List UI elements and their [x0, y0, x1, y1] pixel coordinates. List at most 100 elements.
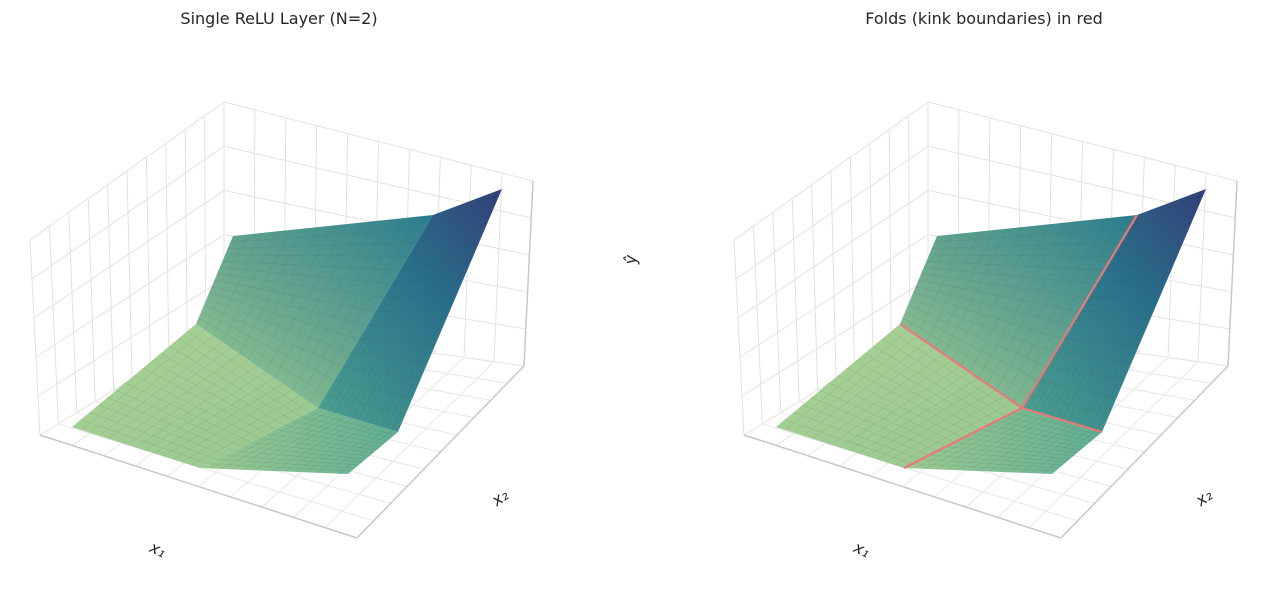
- mesh-line: [230, 229, 291, 349]
- mesh-line: [1027, 213, 1143, 410]
- mesh-line: [784, 419, 913, 464]
- mesh-line: [1079, 310, 1155, 312]
- mesh-line: [867, 383, 988, 457]
- mesh-line: [929, 254, 1113, 257]
- mesh-line: [784, 329, 909, 431]
- mesh-line: [267, 433, 377, 451]
- mesh-line: [917, 232, 966, 337]
- mesh-line: [256, 225, 334, 367]
- mesh-line: [227, 242, 417, 249]
- mesh-line: [1013, 216, 1123, 403]
- mesh-line: [295, 423, 370, 473]
- mesh-line: [937, 450, 1067, 463]
- grid-line: [324, 361, 495, 529]
- mesh-line: [250, 442, 370, 457]
- fold-line: [1021, 214, 1138, 409]
- grid-line: [204, 115, 207, 335]
- mesh-line: [350, 352, 428, 363]
- grid-line: [68, 212, 78, 413]
- mesh-line: [357, 201, 468, 421]
- mesh-line: [820, 389, 947, 447]
- grid-line: [741, 278, 929, 397]
- fold-line: [903, 407, 1023, 469]
- mesh-line: [374, 196, 483, 426]
- mesh-line: [1013, 412, 1099, 436]
- mesh-line: [258, 437, 374, 454]
- mesh-line: [902, 317, 1031, 395]
- mesh-line: [1005, 416, 1095, 439]
- mesh-line: [837, 375, 964, 439]
- mesh-line: [978, 222, 1066, 379]
- mesh-line: [929, 454, 1063, 466]
- mesh-line: [908, 234, 952, 331]
- mesh-line: [962, 437, 1078, 454]
- mesh-line: [803, 341, 927, 436]
- mesh-line: [996, 420, 1092, 442]
- grid-line: [737, 189, 929, 319]
- grid-line: [1028, 361, 1199, 529]
- mesh-line: [316, 426, 382, 473]
- mesh-line: [971, 433, 1081, 451]
- grid-line: [733, 101, 929, 241]
- grid-line: [223, 101, 534, 182]
- mesh-line: [369, 198, 478, 424]
- mesh-line: [1063, 338, 1140, 346]
- x2-axis-line: [356, 365, 525, 539]
- mesh-line: [90, 335, 214, 434]
- mesh-line: [263, 418, 353, 471]
- mesh-line: [1061, 201, 1172, 421]
- mesh-line: [231, 412, 336, 470]
- mesh-line: [912, 463, 1056, 472]
- mesh-line: [99, 341, 223, 436]
- mesh-line: [163, 383, 284, 457]
- grid-line: [165, 143, 170, 357]
- mesh-line: [1078, 196, 1187, 426]
- mesh-line: [117, 353, 240, 442]
- grid-line: [126, 170, 133, 380]
- mesh-line: [107, 397, 234, 452]
- grid-line: [849, 157, 855, 368]
- mesh-line: [1038, 380, 1117, 398]
- mesh-line: [1054, 352, 1132, 363]
- fold-line: [899, 323, 1023, 409]
- mesh-line: [216, 459, 356, 469]
- grid-line: [739, 234, 929, 358]
- grid-line: [888, 129, 892, 346]
- mesh-line: [986, 220, 1081, 385]
- z-axis-line: [1227, 180, 1238, 367]
- mesh-line: [885, 395, 1005, 463]
- mesh-line: [160, 353, 285, 426]
- mesh-line: [988, 424, 1088, 445]
- grid-line: [869, 143, 874, 357]
- z-axis-line: [523, 180, 534, 367]
- mesh-line: [380, 194, 488, 427]
- mesh-line: [116, 389, 243, 447]
- mesh-line: [391, 275, 465, 285]
- grid-line: [87, 198, 96, 402]
- mesh-line: [829, 382, 955, 443]
- mesh-line: [386, 192, 493, 429]
- mesh-line: [284, 424, 384, 445]
- mesh-line: [221, 231, 277, 343]
- mesh-line: [326, 428, 387, 474]
- mesh-line: [793, 412, 921, 460]
- mesh-line: [383, 292, 458, 298]
- mesh-line: [934, 228, 1129, 243]
- mesh-line: [913, 292, 1064, 340]
- mesh-line: [925, 411, 1034, 470]
- mesh-line: [248, 226, 319, 361]
- mesh-line: [145, 371, 266, 451]
- mesh-line: [265, 223, 348, 373]
- mesh-line: [329, 211, 444, 412]
- mesh-line: [416, 223, 488, 243]
- grid-line: [830, 170, 837, 380]
- surface-facet: [1022, 189, 1206, 432]
- mesh-line: [979, 429, 1085, 448]
- mesh-line: [190, 401, 310, 466]
- left-z-label: ŷ: [621, 254, 641, 265]
- mesh-line: [198, 317, 327, 395]
- surface-facet: [200, 408, 398, 474]
- mesh-line: [151, 360, 276, 430]
- mesh-line: [1044, 207, 1157, 415]
